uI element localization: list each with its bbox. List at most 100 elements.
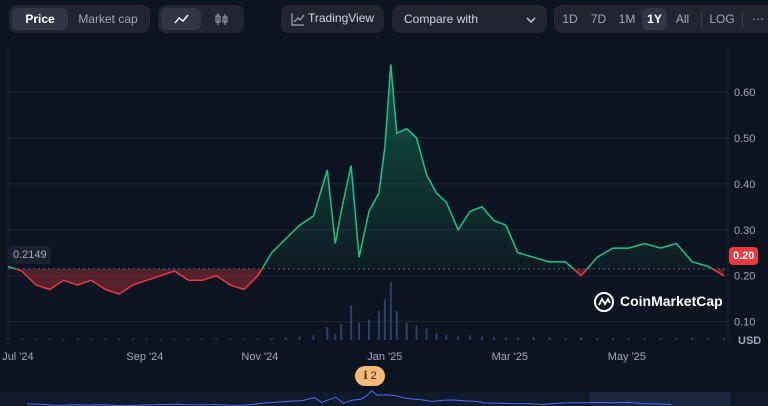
volume-bar: [627, 338, 630, 340]
volume-bar: [425, 328, 428, 340]
volume-bar: [34, 338, 37, 340]
compare-with-label: Compare with: [404, 12, 479, 26]
volume-bar: [104, 338, 107, 340]
event-marker[interactable]: ℹ 2: [355, 366, 385, 386]
volume-bar: [173, 338, 176, 340]
tradingview-button[interactable]: TradingView: [281, 5, 384, 33]
volume-bar: [159, 338, 162, 340]
volume-bars: [7, 282, 726, 340]
price-line-down: [12, 268, 725, 295]
volume-bar: [596, 338, 599, 340]
baseline-price-label: 0.2149: [9, 246, 51, 264]
volume-bar: [20, 338, 23, 340]
range-1m[interactable]: 1M: [618, 12, 636, 26]
price-line-up: [7, 64, 714, 269]
volume-bar: [383, 299, 386, 340]
x-tick-label: Jul '24: [2, 351, 33, 363]
volume-bar: [415, 325, 418, 340]
range-7d[interactable]: 7D: [590, 12, 607, 26]
chevron-down-icon: [525, 13, 537, 31]
y-tick-label: 0.50: [734, 133, 755, 145]
volume-bar: [691, 337, 694, 340]
volume-bar: [516, 337, 519, 340]
price-area-down: [8, 268, 724, 295]
volume-bar: [367, 319, 370, 340]
volume-bar: [504, 337, 507, 340]
log-toggle[interactable]: LOG: [709, 12, 735, 26]
volume-bar: [145, 338, 148, 340]
volume-bar: [350, 305, 353, 340]
price-marketcap-toggle: Price Market cap: [9, 5, 150, 33]
volume-bar: [580, 337, 583, 340]
volume-bar: [229, 338, 232, 340]
volume-bar: [215, 338, 218, 340]
volume-bar: [334, 334, 337, 340]
line-chart-icon[interactable]: [161, 8, 201, 30]
volume-bar: [377, 311, 380, 340]
volume-bar: [675, 338, 678, 340]
navigator-line: [27, 390, 672, 406]
y-tick-label: 0.40: [734, 179, 755, 191]
y-tick-label: 0.20: [734, 271, 755, 283]
candlestick-icon[interactable]: [203, 8, 241, 30]
volume-bar: [492, 337, 495, 340]
tab-price[interactable]: Price: [12, 8, 68, 30]
volume-bar: [312, 335, 315, 340]
grid-lines: [7, 46, 729, 340]
tradingview-label: TradingView: [308, 11, 375, 25]
compare-with-select[interactable]: Compare with: [392, 5, 547, 33]
volume-bar: [48, 338, 51, 340]
volume-bar: [481, 336, 484, 340]
volume-bar: [270, 338, 273, 340]
current-price-badge: 0.20: [729, 247, 759, 265]
volume-bar: [457, 336, 460, 340]
volume-bar: [340, 323, 343, 340]
more-divider: [742, 11, 743, 27]
range-divider: [701, 11, 702, 27]
x-tick-label: Sep '24: [126, 351, 163, 363]
volume-bar: [76, 338, 79, 340]
volume-bar: [643, 338, 646, 340]
range-all[interactable]: All: [675, 12, 690, 26]
range-navigator[interactable]: [0, 390, 768, 406]
x-tick-label: May '25: [608, 351, 646, 363]
volume-bar: [435, 333, 438, 340]
volume-bar: [389, 282, 392, 340]
more-options-button[interactable]: ···: [751, 11, 765, 26]
price-area-up: [8, 64, 713, 269]
price-line: [7, 64, 725, 295]
range-1y[interactable]: 1Y: [642, 8, 667, 30]
time-range-selector: 1D 7D 1M 1Y All LOG ···: [554, 5, 768, 33]
volume-bar: [445, 335, 448, 340]
volume-bar: [659, 338, 662, 340]
x-tick-label: Jan '25: [367, 351, 402, 363]
x-tick-label: Mar '25: [492, 351, 528, 363]
watermark-text: CoinMarketCap: [620, 293, 723, 309]
volume-bar: [564, 338, 567, 340]
y-tick-label: 0.60: [734, 87, 755, 99]
info-icon: ℹ: [363, 370, 368, 382]
volume-bar: [723, 338, 726, 340]
volume-bar: [326, 327, 329, 340]
volume-bar: [7, 338, 9, 340]
volume-bar: [201, 338, 204, 340]
volume-bar: [243, 338, 246, 340]
volume-bar: [548, 337, 551, 340]
volume-bar: [284, 337, 287, 340]
x-tick-label: Nov '24: [241, 351, 278, 363]
range-1d[interactable]: 1D: [562, 12, 578, 26]
y-tick-label: 0.30: [734, 225, 755, 237]
volume-bar: [405, 322, 408, 340]
currency-label: USD: [738, 335, 762, 347]
volume-bar: [707, 338, 710, 340]
tab-market-cap[interactable]: Market cap: [78, 12, 138, 26]
volume-bar: [469, 335, 472, 340]
y-tick-label: 0.10: [734, 317, 755, 329]
volume-bar: [187, 338, 190, 340]
coinmarketcap-logo-icon: [593, 291, 615, 318]
x-axis: Jul '24 Sep '24 Nov '24 Jan '25 Mar '25 May '…: [2, 351, 646, 363]
event-count: 2: [370, 370, 377, 382]
price-area: [8, 64, 724, 295]
price-chart: 0.10 0.20 0.30 0.40 0.50 0.60 Jul '24 Sep '24 N…: [0, 46, 768, 406]
tradingview-icon: [291, 12, 305, 31]
